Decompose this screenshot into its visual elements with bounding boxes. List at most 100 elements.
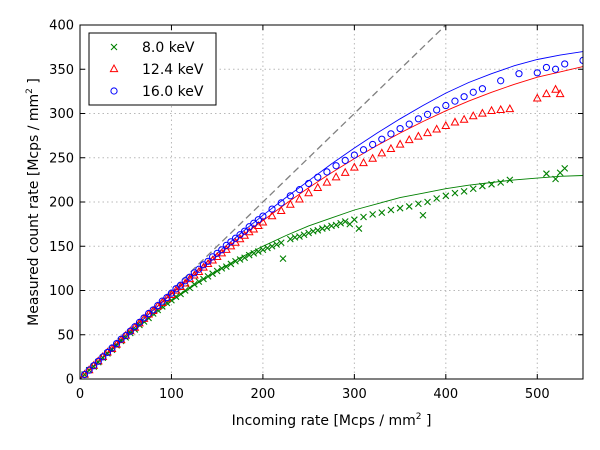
- plot-area: [80, 25, 583, 379]
- legend-label: 12.4 keV: [142, 62, 204, 78]
- x-tick-label: 500: [525, 387, 550, 402]
- data-point: [222, 263, 230, 270]
- series-circle: [80, 56, 583, 379]
- data-point: [273, 241, 281, 248]
- data-point: [276, 205, 286, 214]
- data-point: [213, 249, 221, 257]
- data-point: [231, 234, 240, 242]
- data-point: [468, 111, 478, 120]
- data-point: [332, 162, 340, 170]
- data-point: [424, 198, 431, 206]
- data-point: [149, 306, 157, 314]
- data-point: [264, 244, 271, 252]
- data-point: [103, 348, 112, 357]
- data-point: [209, 270, 216, 278]
- data-point: [496, 104, 506, 114]
- y-axis-label: Measured count rate [Mcps / mm2 ]: [25, 78, 42, 326]
- data-point: [432, 124, 442, 133]
- y-tick-label: 350: [49, 63, 74, 78]
- data-point: [396, 204, 404, 212]
- data-point: [200, 275, 207, 283]
- data-point: [478, 85, 486, 93]
- data-point: [414, 115, 422, 123]
- x-tick-label: 200: [250, 387, 275, 402]
- data-point: [259, 246, 267, 254]
- data-point: [396, 124, 404, 133]
- data-point: [304, 188, 314, 197]
- data-point: [369, 140, 377, 149]
- data-point: [199, 261, 208, 269]
- data-point: [254, 216, 262, 224]
- data-point: [341, 218, 349, 225]
- data-point: [479, 182, 486, 190]
- data-point: [340, 167, 350, 176]
- data-point: [469, 185, 477, 193]
- x-tick-label: 400: [433, 387, 458, 402]
- data-point: [378, 135, 386, 143]
- data-point: [180, 278, 190, 287]
- data-point: [144, 309, 153, 318]
- data-point: [204, 257, 212, 265]
- data-point: [419, 211, 427, 219]
- data-point: [80, 369, 90, 378]
- legend: 8.0 keV 12.4 keV 16.0 keV: [88, 32, 217, 106]
- data-point: [477, 108, 487, 117]
- data-point: [459, 114, 469, 123]
- data-point: [296, 233, 303, 240]
- data-point: [295, 194, 304, 203]
- data-point: [433, 106, 441, 114]
- data-point: [218, 246, 226, 254]
- data-point: [349, 162, 359, 171]
- data-point: [450, 117, 460, 126]
- legend-marker: [109, 63, 119, 73]
- data-point: [277, 239, 285, 247]
- data-point: [355, 225, 363, 232]
- data-point: [85, 366, 93, 374]
- data-point: [112, 340, 121, 348]
- data-point: [135, 318, 144, 326]
- data-point: [552, 175, 559, 183]
- data-point: [108, 344, 116, 352]
- x-tick-label: 300: [342, 387, 367, 402]
- data-point: [487, 105, 496, 114]
- data-point: [332, 221, 340, 229]
- data-point: [442, 192, 450, 200]
- data-point: [245, 223, 253, 231]
- data-point: [245, 251, 253, 259]
- data-point: [157, 297, 167, 306]
- data-point: [167, 289, 176, 299]
- data-point: [121, 330, 131, 339]
- data-point: [561, 164, 569, 172]
- y-tick-label: 150: [49, 240, 74, 255]
- data-point: [218, 264, 226, 272]
- data-point: [532, 93, 542, 102]
- data-point: [122, 332, 130, 340]
- data-point: [331, 172, 341, 181]
- data-point: [158, 297, 166, 305]
- data-point: [433, 195, 441, 202]
- data-point: [413, 131, 423, 140]
- data-point: [186, 273, 194, 281]
- data-point: [80, 370, 89, 379]
- data-point: [131, 323, 139, 331]
- data-point: [322, 177, 332, 186]
- y-tick-label: 50: [57, 328, 74, 343]
- data-point: [236, 256, 244, 263]
- legend-label: 16.0 keV: [142, 84, 204, 100]
- data-point: [378, 209, 386, 217]
- data-point: [423, 127, 432, 137]
- data-point: [387, 206, 395, 214]
- tick-labels: 0 100 200 300 400 500 0 50 100 150 200 250 300 350 400: [49, 19, 550, 403]
- legend-box: [88, 32, 217, 106]
- data-point: [167, 289, 176, 297]
- data-point: [163, 293, 171, 302]
- data-point: [213, 267, 221, 275]
- data-point: [94, 357, 102, 365]
- data-point: [190, 269, 198, 277]
- data-point: [541, 88, 551, 98]
- data-point: [386, 143, 396, 152]
- data-point: [140, 314, 148, 322]
- data-point: [542, 63, 551, 72]
